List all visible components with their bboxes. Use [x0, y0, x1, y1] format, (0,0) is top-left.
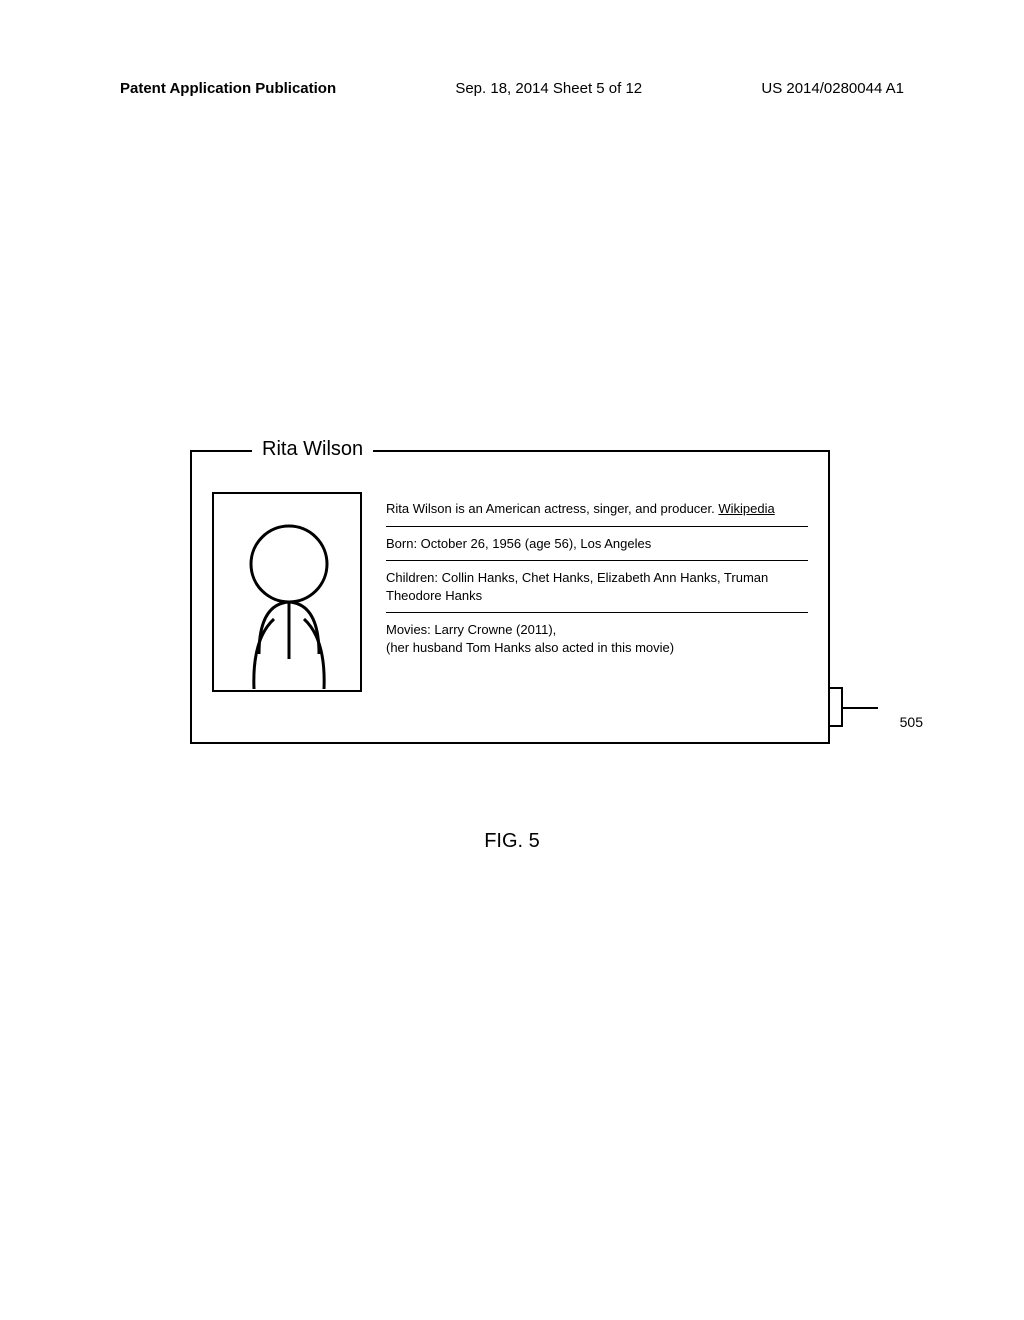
movies-line-1: Movies: Larry Crowne (2011), [386, 621, 808, 639]
figure-caption: FIG. 5 [0, 830, 1024, 853]
page-header: Patent Application Publication Sep. 18, … [0, 80, 1024, 97]
info-panel: Rita Wilson Rita Wilson is an American a… [190, 450, 830, 744]
callout-leader [843, 707, 878, 709]
header-pub-number: US 2014/0280044 A1 [761, 80, 904, 97]
children-block: Children: Collin Hanks, Chet Hanks, Eliz… [386, 561, 808, 612]
header-date-sheet: Sep. 18, 2014 Sheet 5 of 12 [455, 80, 642, 97]
callout-label-505: 505 [900, 714, 923, 730]
panel-title: Rita Wilson [252, 438, 373, 461]
person-icon [214, 494, 364, 694]
description-block: Rita Wilson is an American actress, sing… [386, 492, 808, 526]
movies-block: Movies: Larry Crowne (2011), (her husban… [386, 613, 808, 664]
movies-line-2: (her husband Tom Hanks also acted in thi… [386, 639, 808, 657]
callout-bracket [828, 687, 843, 727]
figure-area: Rita Wilson Rita Wilson is an American a… [190, 450, 830, 744]
description-text: Rita Wilson is an American actress, sing… [386, 501, 718, 516]
info-column: Rita Wilson is an American actress, sing… [386, 492, 808, 692]
born-block: Born: October 26, 1956 (age 56), Los Ang… [386, 527, 808, 561]
wikipedia-link[interactable]: Wikipedia [718, 501, 774, 516]
header-publication: Patent Application Publication [120, 80, 336, 97]
portrait-placeholder [212, 492, 362, 692]
